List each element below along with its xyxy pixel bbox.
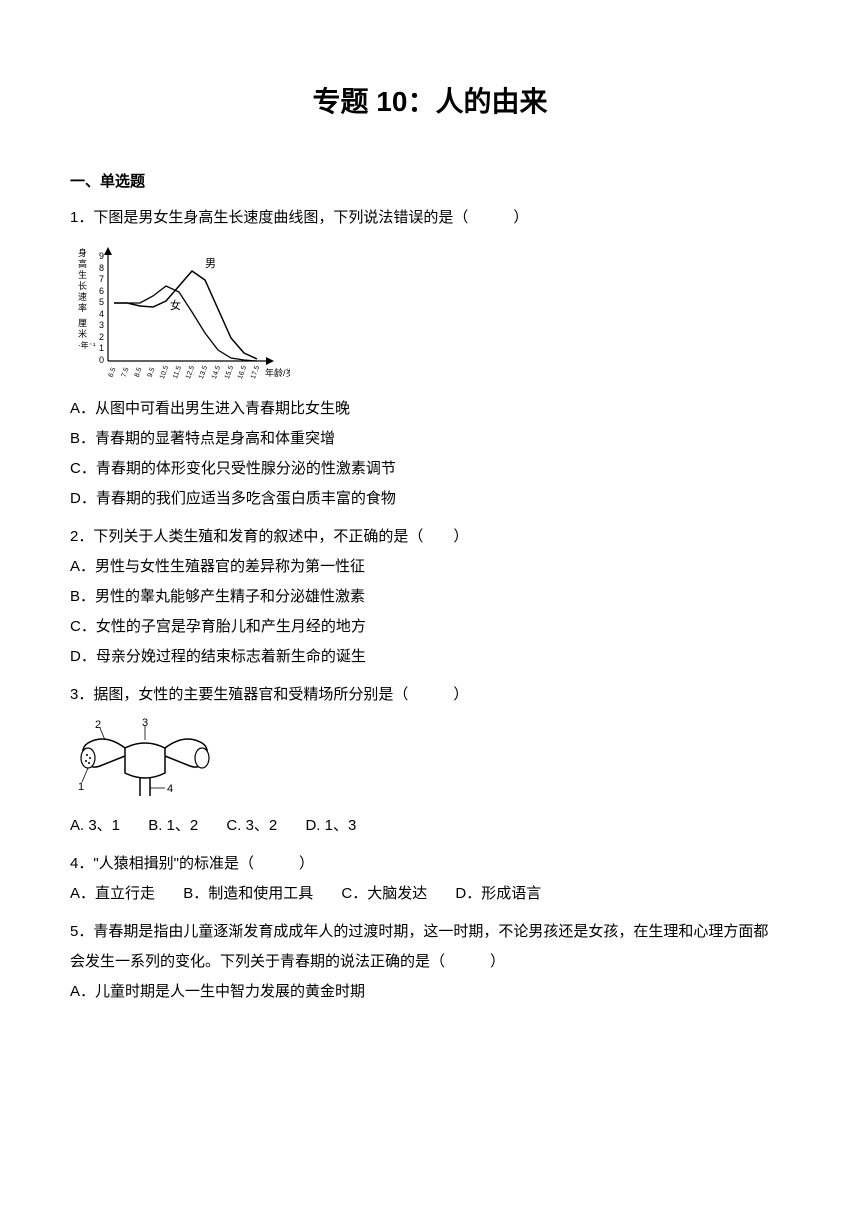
svg-text:1: 1: [99, 343, 104, 353]
svg-text:7.5: 7.5: [121, 367, 131, 379]
x-ticks: 6.5 7.5 8.5 9.5 10.5 11.5 12.5 13.5 14.5…: [108, 365, 262, 380]
svg-text:2: 2: [95, 719, 101, 731]
section-heading: 一、单选题: [70, 170, 790, 191]
q3-stem: 3．据图，女性的主要生殖器官和受精场所分别是（ ）: [70, 680, 790, 710]
chart-axes: [104, 247, 274, 365]
svg-text:2: 2: [99, 332, 104, 342]
q2-stem: 2．下列关于人类生殖和发育的叙述中，不正确的是（ ）: [70, 522, 790, 552]
q3-choice-b: B. 1、2: [148, 817, 198, 834]
svg-text:4: 4: [99, 309, 104, 319]
q2-choice-b: B．男性的睾丸能够产生精子和分泌雄性激素: [70, 582, 790, 612]
svg-text:8: 8: [99, 263, 104, 273]
svg-text:15.5: 15.5: [224, 365, 235, 380]
q1-stem: 1．下图是男女生身高生长速度曲线图，下列说法错误的是（ ）: [70, 203, 790, 233]
svg-text:17.5: 17.5: [250, 365, 261, 380]
q2-choice-a: A．男性与女性生殖器官的差异称为第一性征: [70, 552, 790, 582]
svg-text:9.5: 9.5: [147, 367, 157, 379]
svg-text:米: 米: [78, 328, 87, 339]
svg-text:14.5: 14.5: [211, 365, 222, 380]
svg-text:·年⁻¹: ·年⁻¹: [78, 340, 96, 350]
svg-text:6: 6: [99, 286, 104, 296]
y-ticks: 0 12 34 5 6 78 9: [99, 251, 104, 365]
q1-choice-c: C．青春期的体形变化只受性腺分泌的性激素调节: [70, 454, 790, 484]
male-label: 男: [205, 258, 216, 270]
q2-choice-c: C．女性的子宫是孕育胎儿和产生月经的地方: [70, 612, 790, 642]
y-label: 身: [78, 247, 87, 258]
svg-text:8.5: 8.5: [134, 367, 144, 379]
q4-choices: A．直立行走 B．制造和使用工具 C．大脑发达 D．形成语言: [70, 879, 790, 909]
anatomy-diagram: 1 2 3 4: [70, 718, 790, 803]
q3-choice-c: C. 3、2: [226, 817, 277, 834]
q1-choice-a: A．从图中可看出男生进入青春期比女生晚: [70, 394, 790, 424]
svg-text:0: 0: [99, 355, 104, 365]
q5-stem-line1: 5．青春期是指由儿童逐渐发育成成年人的过渡时期，这一时期，不论男孩还是女孩，在生…: [70, 917, 790, 947]
page-title: 专题 10：人的由来: [70, 80, 790, 120]
q1-choice-b: B．青春期的显著特点是身高和体重突增: [70, 424, 790, 454]
question-4: 4．"人猿相揖别"的标准是（ ） A．直立行走 B．制造和使用工具 C．大脑发达…: [70, 849, 790, 909]
svg-text:3: 3: [99, 320, 104, 330]
svg-text:高: 高: [78, 258, 87, 269]
question-5: 5．青春期是指由儿童逐渐发育成成年人的过渡时期，这一时期，不论男孩还是女孩，在生…: [70, 917, 790, 1007]
question-2: 2．下列关于人类生殖和发育的叙述中，不正确的是（ ） A．男性与女性生殖器官的差…: [70, 522, 790, 672]
female-curve: [114, 286, 257, 361]
q3-choice-d: D. 1、3: [305, 817, 356, 834]
q1-choice-d: D．青春期的我们应适当多吃含蛋白质丰富的食物: [70, 484, 790, 514]
svg-text:12.5: 12.5: [185, 365, 196, 380]
svg-text:6.5: 6.5: [108, 367, 118, 379]
q4-choice-c: C．大脑发达: [341, 885, 427, 902]
svg-text:厘: 厘: [78, 318, 87, 328]
q4-stem: 4．"人猿相揖别"的标准是（ ）: [70, 849, 790, 879]
question-1: 1．下图是男女生身高生长速度曲线图，下列说法错误的是（ ） 0 12 34 5 6 7…: [70, 203, 790, 514]
svg-text:生: 生: [78, 269, 87, 280]
svg-text:11.5: 11.5: [172, 365, 183, 380]
svg-text:5: 5: [99, 297, 104, 307]
q4-choice-b: B．制造和使用工具: [183, 885, 313, 902]
svg-text:7: 7: [99, 274, 104, 284]
svg-text:13.5: 13.5: [198, 365, 209, 380]
svg-text:16.5: 16.5: [237, 365, 248, 380]
svg-text:9: 9: [99, 251, 104, 261]
x-label: 年龄/岁: [265, 367, 290, 378]
q2-choice-d: D．母亲分娩过程的结束标志着新生命的诞生: [70, 642, 790, 672]
q4-choice-d: D．形成语言: [455, 885, 541, 902]
svg-text:速: 速: [78, 292, 87, 302]
q3-choices: A. 3、1 B. 1、2 C. 3、2 D. 1、3: [70, 811, 790, 841]
svg-text:率: 率: [78, 302, 87, 313]
svg-text:4: 4: [167, 783, 173, 795]
q5-choice-a: A．儿童时期是人一生中智力发展的黄金时期: [70, 977, 790, 1007]
growth-chart: 0 12 34 5 6 78 9 6.5 7.5 8.5 9.5 10.5 11.5 …: [70, 241, 790, 386]
q5-stem-line2: 会发生一系列的变化。下列关于青春期的说法正确的是（ ）: [70, 947, 790, 977]
svg-text:10.5: 10.5: [159, 365, 170, 380]
svg-text:3: 3: [142, 718, 148, 729]
q3-choice-a: A. 3、1: [70, 817, 120, 834]
female-label: 女: [170, 298, 181, 312]
question-3: 3．据图，女性的主要生殖器官和受精场所分别是（ ） 1 2 3 4 A. 3、1…: [70, 680, 790, 841]
svg-text:1: 1: [78, 781, 84, 793]
svg-text:长: 长: [78, 280, 87, 291]
q4-choice-a: A．直立行走: [70, 885, 155, 902]
male-curve: [114, 271, 257, 359]
